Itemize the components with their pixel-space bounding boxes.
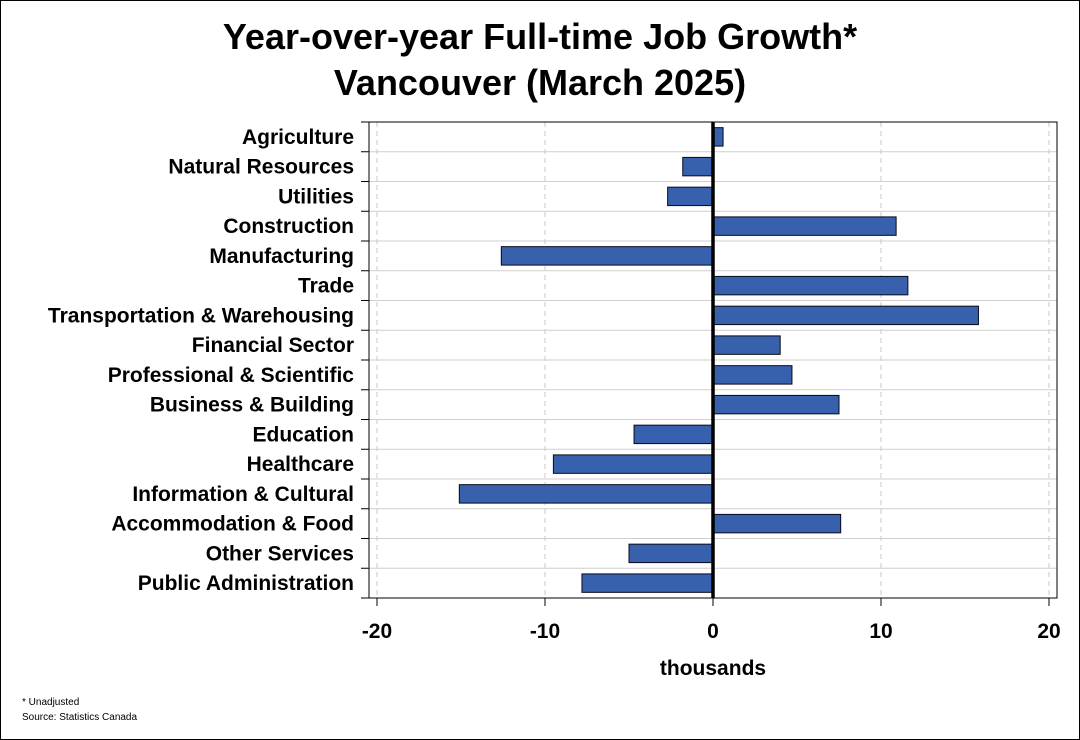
category-label: Manufacturing <box>209 245 354 268</box>
x-tick-label: 20 <box>1037 620 1060 643</box>
x-tick-label: -20 <box>362 620 392 643</box>
footnote-unadjusted: * Unadjusted <box>22 697 80 708</box>
bar <box>552 454 714 474</box>
bar <box>712 394 840 415</box>
category-label: Professional & Scientific <box>108 364 355 387</box>
category-label: Healthcare <box>247 453 354 476</box>
bar <box>458 484 714 504</box>
x-tick-label: -10 <box>530 620 560 643</box>
category-label: Accommodation & Food <box>111 513 354 536</box>
category-label: Other Services <box>206 542 354 565</box>
category-label: Construction <box>223 215 354 238</box>
category-label: Transportation & Warehousing <box>48 304 354 327</box>
footnote-source: Source: Statistics Canada <box>22 712 138 723</box>
bar <box>712 216 897 236</box>
category-label: Agriculture <box>242 126 354 149</box>
category-label: Information & Cultural <box>132 483 354 506</box>
bar <box>712 335 781 355</box>
category-label: Utilities <box>278 185 354 208</box>
x-tick-label: 10 <box>869 620 892 643</box>
bar <box>500 246 714 266</box>
chart-title: Year-over-year Full-time Job Growth* <box>222 16 858 57</box>
bar <box>712 275 909 296</box>
category-label: Public Administration <box>138 572 354 595</box>
category-label: Natural Resources <box>168 156 354 179</box>
bar <box>712 305 979 326</box>
category-label: Education <box>252 423 354 446</box>
chart-subtitle: Vancouver (March 2025) <box>333 62 747 103</box>
x-axis-title: thousands <box>660 657 766 680</box>
bar <box>712 513 842 534</box>
x-tick-label: 0 <box>707 620 719 643</box>
category-label: Financial Sector <box>192 334 354 357</box>
bar <box>633 424 714 445</box>
bar <box>682 156 714 177</box>
bar <box>581 573 714 593</box>
bar <box>712 365 793 385</box>
category-label: Business & Building <box>150 394 354 417</box>
category-label: Trade <box>298 275 354 298</box>
bar <box>628 543 714 564</box>
bar <box>667 186 714 207</box>
